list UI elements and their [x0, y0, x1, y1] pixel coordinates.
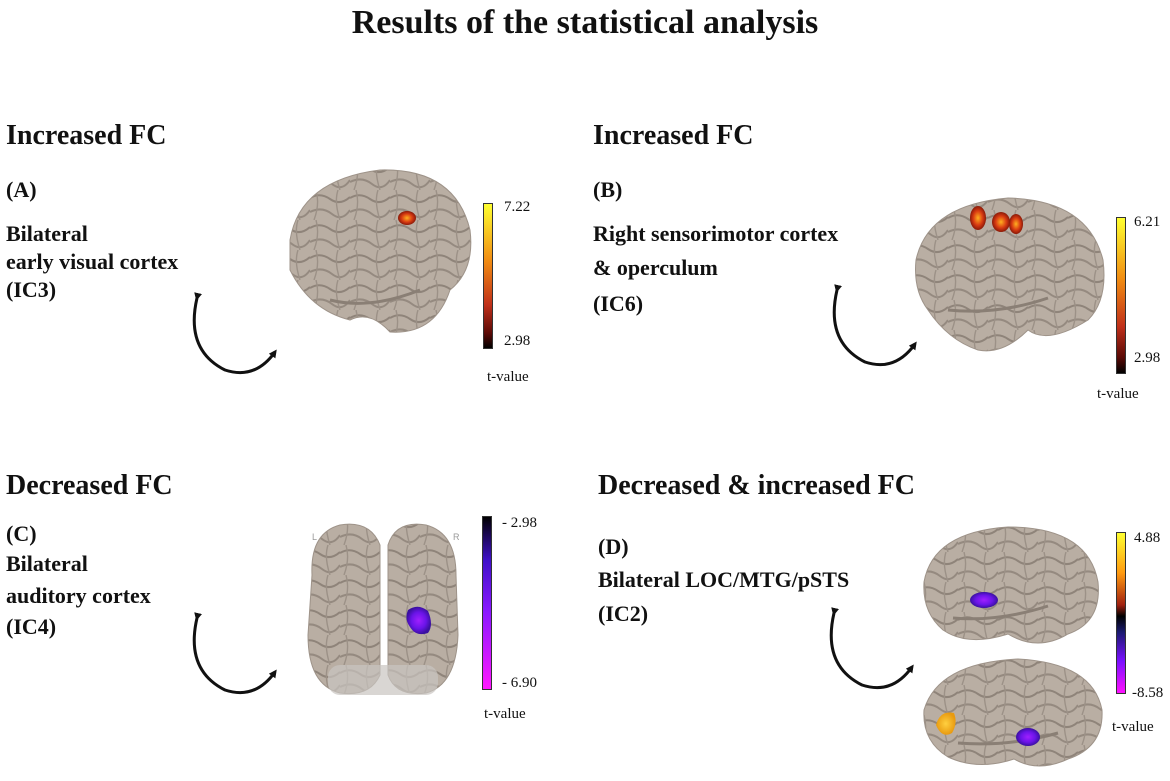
colorbar-a-max-label: 7.22	[504, 199, 531, 215]
colorbar-d	[1116, 532, 1126, 694]
rotate-arrow-a	[192, 292, 277, 375]
colorbar-c-max-label: - 2.98	[502, 515, 537, 531]
colorbar-c-unit: t-value	[484, 706, 526, 722]
colorbar-d-unit: t-value	[1112, 719, 1154, 735]
panel-c-region-line1: Bilateral	[6, 551, 88, 576]
colorbar-c	[482, 516, 492, 690]
panel-d-region-line1: Bilateral LOC/MTG/pSTS	[598, 567, 850, 592]
brain-lateral-b	[915, 197, 1105, 352]
colorbar-d-max-label: 4.88	[1134, 530, 1161, 546]
rotate-arrow-b	[832, 284, 917, 367]
activation-cluster-a	[398, 211, 416, 225]
panel-b-region-line2: & operculum	[593, 255, 718, 280]
panel-b-tag: (B)	[593, 177, 623, 202]
colorbar-a-unit: t-value	[487, 369, 529, 385]
brain-lateral-a	[289, 169, 472, 333]
colorbar-c-min-label: - 6.90	[502, 675, 537, 691]
panel-b-component: (IC6)	[593, 291, 644, 316]
colorbar-a-min-label: 2.98	[504, 333, 531, 349]
colorbar-b-unit: t-value	[1097, 386, 1139, 402]
colorbar-b	[1116, 217, 1126, 374]
rotate-arrow-d	[829, 607, 914, 690]
panel-d-component: (IC2)	[598, 601, 649, 626]
panel-b-heading: Increased FC	[593, 120, 754, 151]
colorbar-a	[483, 203, 493, 349]
panel-a-component: (IC3)	[6, 277, 57, 302]
left-hemisphere-label: L	[312, 532, 318, 542]
colorbar-b-min-label: 2.98	[1134, 350, 1161, 366]
figure-title: Results of the statistical analysis	[351, 4, 819, 41]
panel-c-component: (IC4)	[6, 614, 57, 639]
colorbar-b-max-label: 6.21	[1134, 214, 1161, 230]
panel-c-heading: Decreased FC	[6, 470, 173, 501]
brain-lateral-d-top	[923, 526, 1099, 644]
colorbar-d-min-label: -8.58	[1132, 685, 1164, 701]
activation-cluster-b	[970, 206, 1023, 234]
panel-b-region-line1: Right sensorimotor cortex	[593, 221, 839, 246]
brain-posterior-c	[307, 523, 459, 695]
activation-cluster-d-bottom	[936, 712, 1040, 746]
panel-a-region-line1: Bilateral	[6, 221, 88, 246]
activation-cluster-c	[406, 606, 431, 635]
panel-c-region-line2: auditory cortex	[6, 583, 151, 608]
panel-d-heading: Decreased & increased FC	[598, 470, 915, 501]
rotate-arrow-c	[192, 612, 277, 695]
panel-c-tag: (C)	[6, 521, 37, 546]
panel-d-tag: (D)	[598, 534, 629, 559]
right-hemisphere-label: R	[453, 532, 460, 542]
panel-a-heading: Increased FC	[6, 120, 167, 151]
activation-cluster-d-top	[970, 592, 998, 608]
panel-a-region-line2: early visual cortex	[6, 249, 179, 274]
panel-a-tag: (A)	[6, 177, 37, 202]
brain-lateral-d-bottom	[923, 658, 1103, 767]
